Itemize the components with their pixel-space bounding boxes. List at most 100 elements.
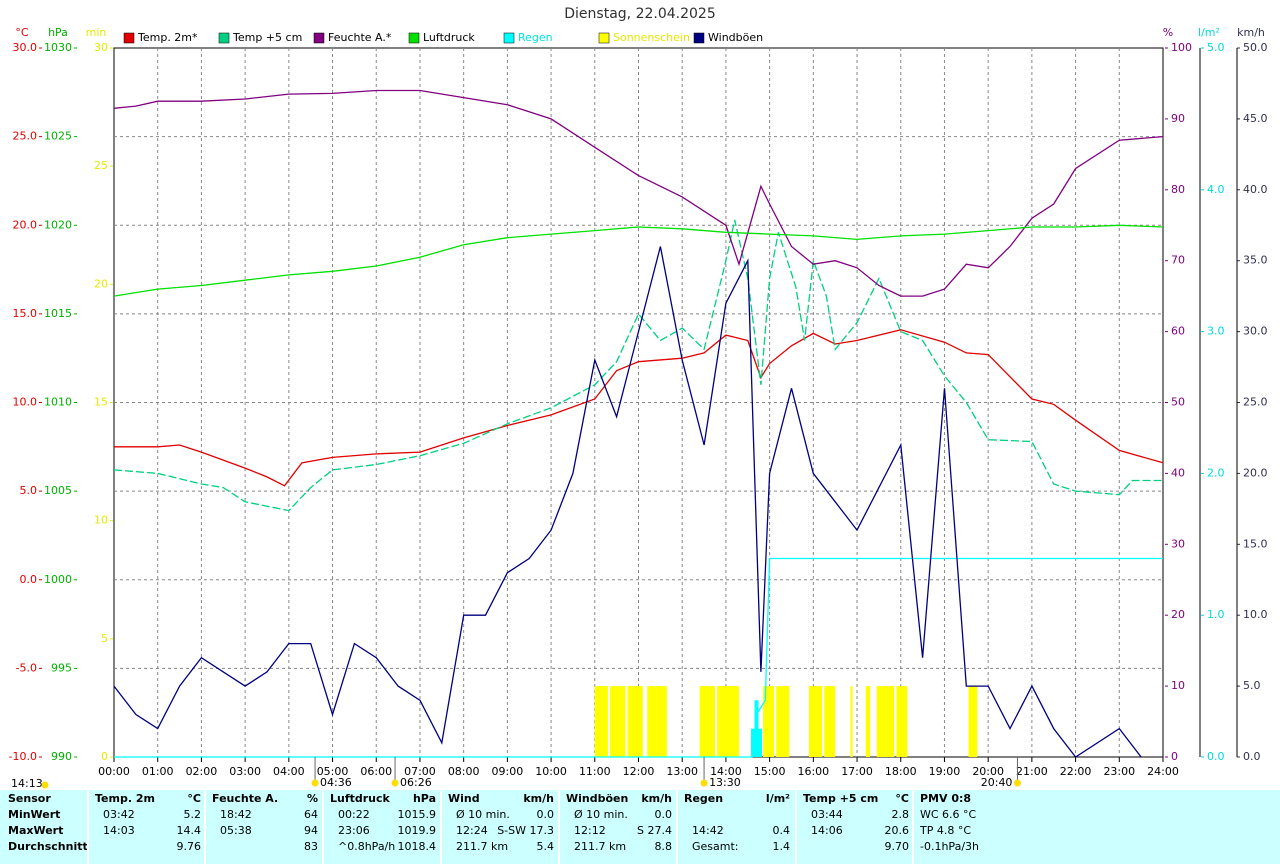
legend-swatch bbox=[693, 32, 705, 44]
cell-value: S 27.4 bbox=[637, 824, 672, 837]
legend-label: Temp. 2m* bbox=[137, 31, 198, 44]
cell: 14:03 bbox=[103, 824, 135, 837]
y-tick-label: 80 bbox=[1171, 183, 1185, 196]
cell: 14:42 bbox=[692, 824, 724, 837]
y-tick-label: 1030 bbox=[44, 41, 72, 54]
y-tick-label: 10 bbox=[94, 514, 108, 527]
cell: 03:42 bbox=[103, 808, 135, 821]
cell: 14:06 bbox=[811, 824, 843, 837]
sunshine-bar bbox=[647, 686, 667, 757]
y-tick-label: 0 bbox=[101, 750, 108, 763]
x-tick-label: 00:00 bbox=[98, 765, 130, 778]
legend-swatch bbox=[408, 32, 420, 44]
y-tick-label: 1000 bbox=[44, 573, 72, 586]
sun-time: 13:30 bbox=[709, 776, 741, 789]
sunshine-bar bbox=[699, 686, 715, 757]
y-tick-label: 60 bbox=[1171, 325, 1185, 338]
x-tick-label: 12:00 bbox=[623, 765, 655, 778]
series-line bbox=[114, 557, 1163, 758]
cell: 03:44 bbox=[811, 808, 843, 821]
axis-unit: km/h bbox=[1237, 26, 1265, 39]
y-tick-label: 45.0 bbox=[1243, 112, 1268, 125]
legend-label: Temp +5 cm bbox=[232, 31, 302, 44]
column-header: Luftdruck bbox=[330, 792, 390, 805]
y-tick-label: 1.0 bbox=[1207, 608, 1225, 621]
column-separator bbox=[87, 790, 89, 864]
column-separator bbox=[322, 790, 324, 864]
y-tick-label: 25 bbox=[94, 159, 108, 172]
x-tick-label: 07:00 bbox=[404, 765, 436, 778]
cell-value: 5.4 bbox=[536, 840, 555, 853]
y-tick-label: 20 bbox=[1171, 608, 1185, 621]
cell: 00:22 bbox=[338, 808, 370, 821]
cell: 23:06 bbox=[338, 824, 370, 837]
x-tick-label: 21:00 bbox=[1016, 765, 1048, 778]
sun-icon bbox=[1013, 779, 1021, 787]
row-label: Sensor bbox=[8, 792, 51, 805]
cell-value: 1.4 bbox=[772, 840, 791, 853]
column-separator bbox=[912, 790, 914, 864]
column-unit: °C bbox=[187, 792, 201, 805]
y-tick-label: 50 bbox=[1171, 396, 1185, 409]
sun-time: 20:40 bbox=[981, 776, 1013, 789]
cell-value: 0.0 bbox=[536, 808, 555, 821]
cell-value: 9.76 bbox=[176, 840, 202, 853]
legend-label: Regen bbox=[518, 31, 553, 44]
y-tick-label: 0.0 bbox=[20, 573, 38, 586]
sun-time: 06:26 bbox=[400, 776, 432, 789]
y-tick-label: 25.0 bbox=[1243, 396, 1268, 409]
y-tick-label: 1010 bbox=[44, 396, 72, 409]
cell: -0.1hPa/3h bbox=[920, 840, 979, 853]
x-tick-label: 05:00 bbox=[317, 765, 349, 778]
y-tick-label: 1015 bbox=[44, 307, 72, 320]
y-tick-label: 1025 bbox=[44, 130, 72, 143]
y-tick-label: 10.0 bbox=[1243, 608, 1268, 621]
column-unit: °C bbox=[895, 792, 909, 805]
y-tick-label: 20 bbox=[94, 277, 108, 290]
sun-time: 04:36 bbox=[320, 776, 352, 789]
row-label: MaxWert bbox=[8, 824, 64, 837]
x-tick-label: 04:00 bbox=[273, 765, 305, 778]
row-label: Durchschnitt bbox=[8, 840, 88, 853]
cell-value: 1019.9 bbox=[397, 824, 437, 837]
y-tick-label: 25.0 bbox=[13, 130, 38, 143]
x-tick-label: 09:00 bbox=[492, 765, 524, 778]
x-tick-label: 22:00 bbox=[1060, 765, 1092, 778]
y-tick-label: 50.0 bbox=[1243, 41, 1268, 54]
x-tick-label: 03:00 bbox=[229, 765, 261, 778]
column-unit: km/h bbox=[641, 792, 672, 805]
cell: 211.7 km bbox=[574, 840, 627, 853]
cell: 211.7 km bbox=[456, 840, 509, 853]
sun-icon bbox=[311, 779, 319, 787]
legend-swatch bbox=[598, 32, 610, 44]
legend-label: Feuchte A.* bbox=[328, 31, 392, 44]
y-tick-label: 5.0 bbox=[1243, 679, 1261, 692]
y-tick-label: 2.0 bbox=[1207, 466, 1225, 479]
rain-bar bbox=[758, 728, 763, 757]
y-tick-label: 5.0 bbox=[20, 484, 38, 497]
sunshine-bar bbox=[776, 686, 790, 757]
x-tick-label: 13:00 bbox=[666, 765, 698, 778]
legend-label: Sonnenschein bbox=[613, 31, 690, 44]
y-tick-label: 30 bbox=[1171, 537, 1185, 550]
y-tick-label: 990 bbox=[51, 750, 72, 763]
cell-value: 1015.9 bbox=[397, 808, 437, 821]
y-tick-label: 0 bbox=[1171, 750, 1178, 763]
axis-unit: % bbox=[1163, 26, 1173, 39]
sunshine-bar bbox=[865, 686, 871, 757]
cell: Ø 10 min. bbox=[574, 808, 628, 821]
y-tick-label: 1005 bbox=[44, 484, 72, 497]
sunshine-bar bbox=[717, 686, 740, 757]
sunshine-bar bbox=[610, 686, 626, 757]
column-header: Regen bbox=[684, 792, 724, 805]
y-tick-label: 30 bbox=[94, 41, 108, 54]
cell: 18:42 bbox=[220, 808, 252, 821]
y-tick-label: 0.0 bbox=[1243, 750, 1261, 763]
y-tick-label: -10.0 bbox=[9, 750, 37, 763]
x-tick-label: 20:00 bbox=[972, 765, 1004, 778]
column-separator bbox=[558, 790, 560, 864]
y-tick-label: 4.0 bbox=[1207, 183, 1225, 196]
axis-unit: l/m² bbox=[1198, 26, 1220, 39]
y-tick-label: 1020 bbox=[44, 218, 72, 231]
